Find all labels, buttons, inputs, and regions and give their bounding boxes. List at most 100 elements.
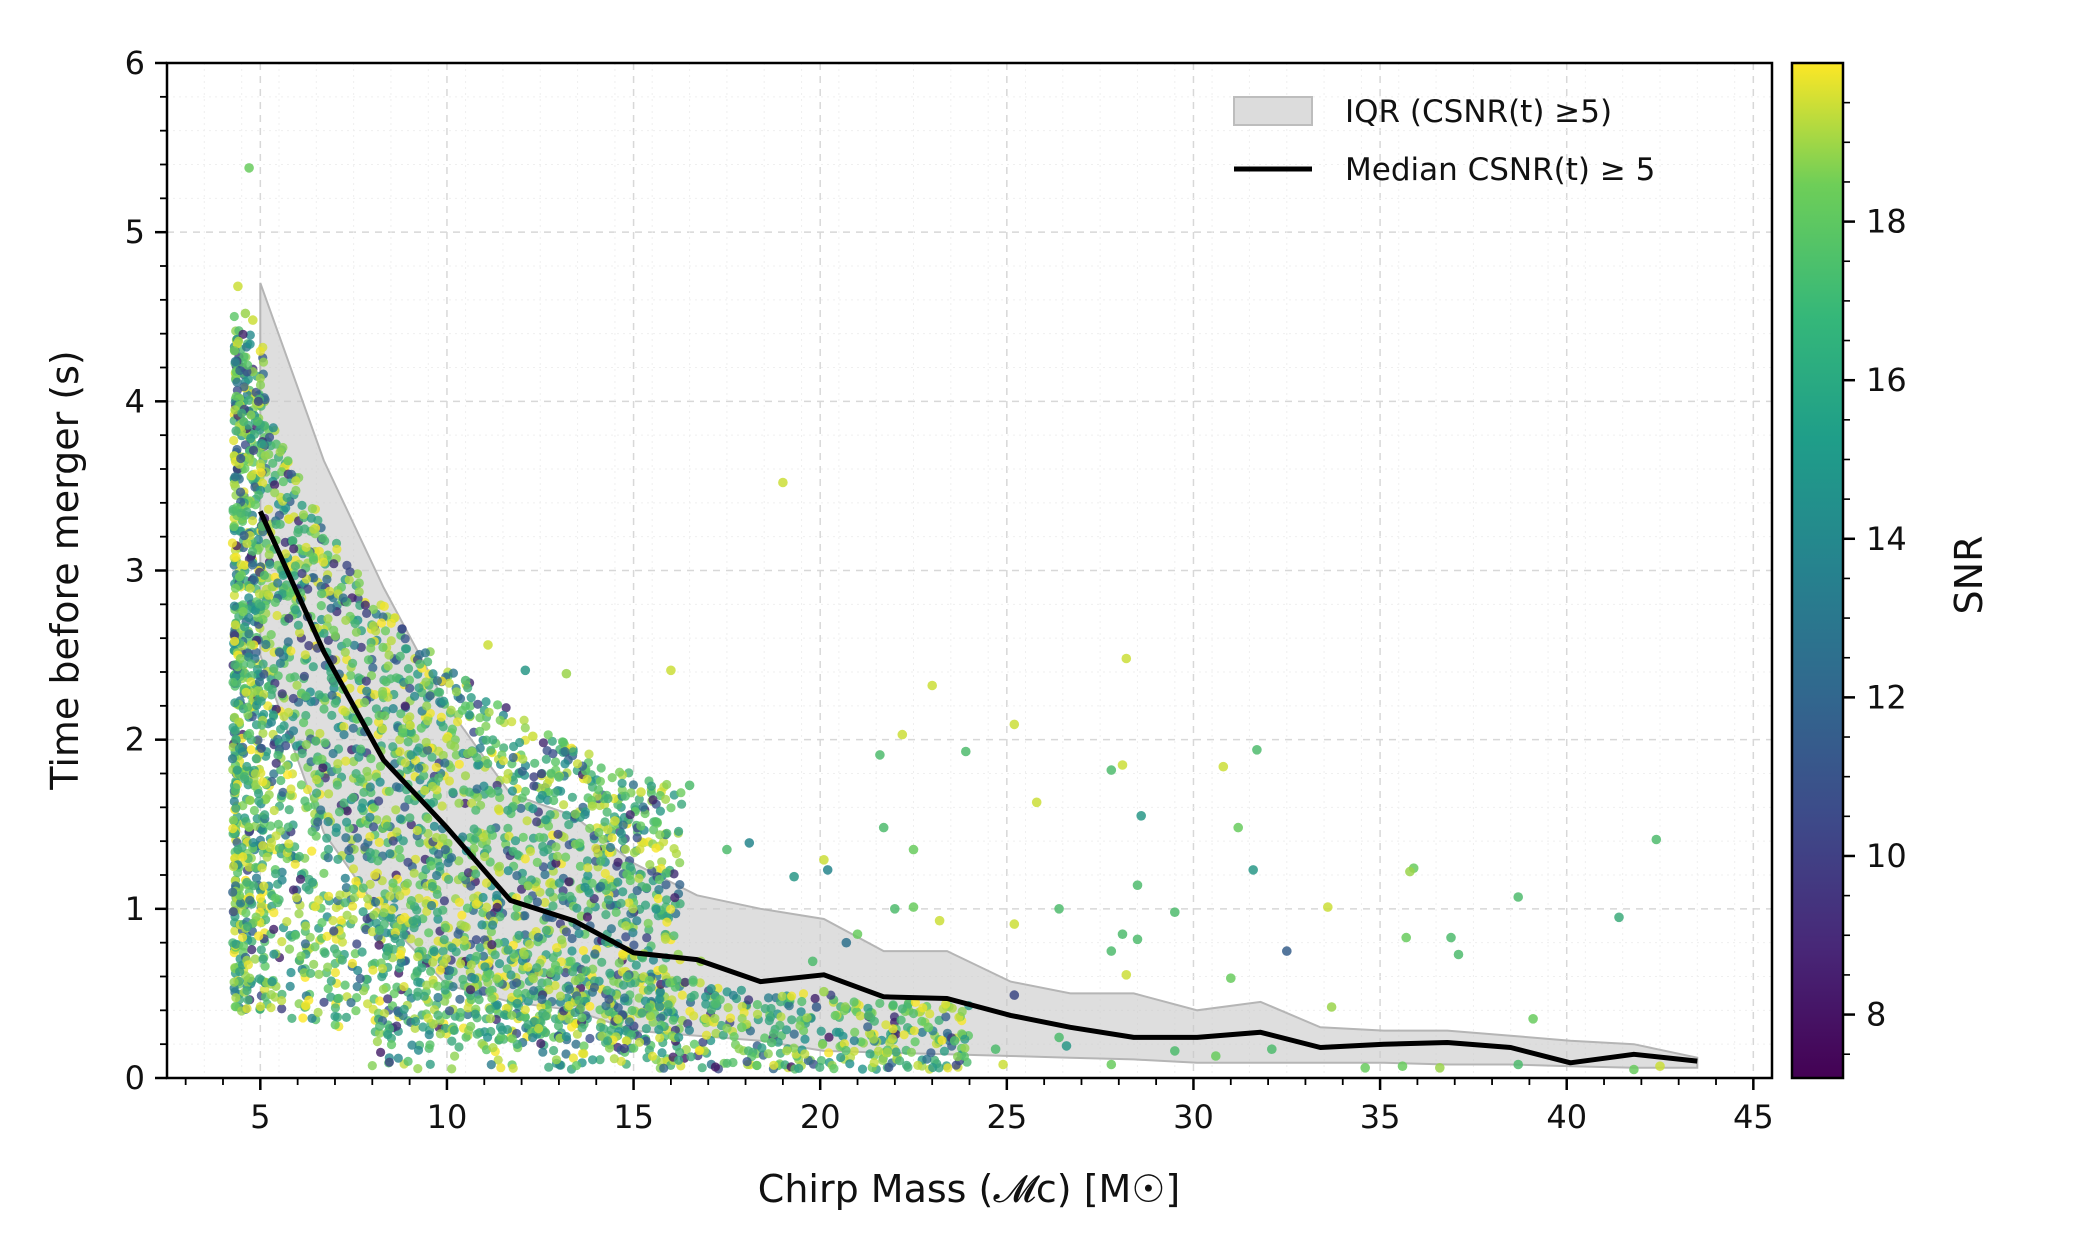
scatter-point (857, 1064, 868, 1074)
scatter-point (757, 1043, 767, 1053)
scatter-point (243, 960, 253, 970)
scatter-point (710, 1062, 721, 1072)
colorbar-tick-label: 12 (1866, 678, 1907, 716)
scatter-point (585, 1001, 595, 1011)
scatter-point (596, 881, 606, 892)
scatter-point (374, 796, 384, 806)
scatter-point (475, 943, 485, 953)
scatter-point (579, 1049, 589, 1059)
scatter-point (409, 868, 419, 878)
scatter-point (561, 1049, 571, 1059)
scatter-point (308, 877, 318, 888)
scatter-point (478, 892, 488, 903)
scatter-point (661, 794, 671, 805)
scatter-point (534, 832, 545, 843)
scatter-point (653, 894, 663, 904)
scatter-point (454, 1042, 464, 1052)
scatter-point (431, 762, 441, 772)
scatter-point (602, 807, 612, 817)
scatter-point (270, 488, 280, 498)
scatter-point (482, 902, 492, 912)
scatter-point (230, 405, 240, 415)
scatter-point (528, 731, 538, 742)
scatter-point (516, 803, 526, 814)
scatter-point (949, 1036, 960, 1046)
scatter-point (344, 575, 354, 585)
scatter-point (492, 890, 502, 900)
scatter-point (323, 984, 333, 994)
scatter-point (675, 1047, 685, 1057)
scatter-point (486, 1060, 496, 1070)
scatter-point (474, 995, 484, 1005)
scatter-point (422, 745, 433, 755)
scatter-point (231, 391, 241, 401)
scatter-point (541, 1028, 551, 1038)
scatter-point (375, 761, 386, 771)
scatter-point (536, 1038, 546, 1049)
scatter-point (236, 453, 246, 464)
scatter-point (421, 677, 431, 687)
scatter-point (228, 887, 238, 897)
scatter-point (342, 806, 352, 816)
scatter-point (354, 578, 364, 588)
scatter-point (561, 852, 571, 862)
scatter-point (701, 992, 711, 1002)
scatter-point (1651, 834, 1662, 845)
scatter-point (276, 775, 286, 786)
scatter-point (382, 821, 392, 831)
scatter-point (344, 845, 354, 856)
scatter-point (228, 723, 238, 733)
scatter-point (240, 668, 250, 678)
scatter-point (288, 535, 298, 546)
scatter-point (466, 960, 476, 970)
scatter-point (674, 826, 684, 837)
scatter-point (243, 921, 253, 932)
scatter-point (528, 804, 538, 814)
scatter-point (230, 1002, 240, 1012)
scatter-point (486, 745, 496, 755)
scatter-point (736, 985, 747, 995)
scatter-point (518, 832, 528, 843)
scatter-point (645, 1011, 656, 1021)
x-tick-label: 45 (1733, 1098, 1774, 1136)
scatter-point (355, 973, 365, 984)
scatter-point (493, 804, 504, 814)
y-tick-label: 1 (125, 890, 145, 928)
scatter-point (554, 965, 564, 976)
scatter-point (255, 1002, 265, 1012)
scatter-point (232, 377, 242, 387)
scatter-point (388, 836, 398, 846)
scatter-point (784, 1001, 794, 1011)
scatter-point (610, 816, 620, 826)
scatter-point (395, 853, 405, 863)
scatter-point (319, 868, 329, 879)
scatter-point (384, 786, 394, 797)
scatter-point (260, 810, 270, 820)
scatter-point (400, 802, 410, 812)
scatter-point (290, 752, 300, 762)
scatter-point (469, 824, 479, 834)
scatter-point (480, 962, 490, 972)
scatter-point (566, 956, 576, 966)
scatter-point (865, 1049, 875, 1059)
scatter-point (244, 612, 254, 623)
scatter-point (359, 697, 370, 708)
scatter-point (440, 923, 450, 933)
scatter-point (350, 618, 360, 629)
scatter-point (236, 508, 246, 518)
scatter-point (259, 881, 269, 891)
scatter-point (1106, 946, 1117, 956)
scatter-point (363, 894, 373, 904)
scatter-point (230, 356, 240, 367)
scatter-point (435, 861, 445, 872)
scatter-point (307, 826, 317, 837)
scatter-point (529, 772, 539, 782)
scatter-point (301, 740, 311, 750)
scatter-point (267, 977, 277, 987)
scatter-point (554, 772, 564, 782)
scatter-point (616, 828, 626, 839)
scatter-point (446, 853, 457, 863)
scatter-point (655, 830, 665, 840)
scatter-point (1132, 880, 1143, 890)
scatter-point (229, 479, 239, 489)
